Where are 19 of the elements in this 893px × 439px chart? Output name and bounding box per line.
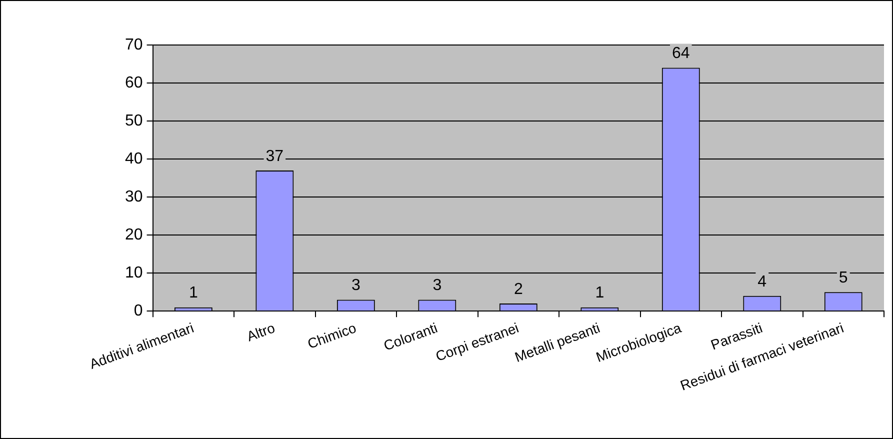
y-tick-label: 10: [125, 264, 143, 282]
y-tick-label: 60: [125, 74, 143, 92]
y-tick-label: 50: [125, 112, 143, 130]
data-label: 5: [838, 270, 848, 287]
data-label: 3: [432, 277, 442, 294]
data-label: 2: [514, 280, 523, 298]
x-tick-label: Chimico: [305, 319, 358, 352]
data-label: 64: [672, 45, 690, 62]
data-label: 3: [351, 277, 360, 294]
data-label: 37: [266, 148, 284, 165]
y-tick-label: 40: [125, 150, 143, 168]
y-tick-label: 30: [125, 188, 143, 206]
y-tick-label: 0: [134, 302, 143, 320]
y-tick-label: 20: [125, 226, 143, 244]
data-label: 1: [188, 284, 198, 302]
y-tick-label: 70: [125, 36, 143, 54]
data-label: 4: [758, 273, 767, 290]
data-label: 1: [595, 284, 604, 302]
x-tick-label: Altro: [244, 319, 278, 344]
